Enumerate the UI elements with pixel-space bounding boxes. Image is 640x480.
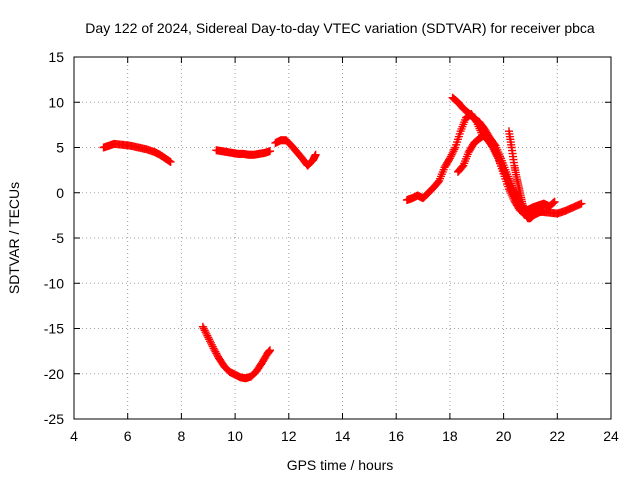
series-arc5 bbox=[402, 110, 530, 219]
data-point bbox=[445, 154, 454, 163]
data-point bbox=[266, 147, 275, 156]
data-point bbox=[208, 342, 217, 351]
data-point bbox=[539, 206, 548, 215]
data-point bbox=[447, 150, 456, 159]
data-point bbox=[207, 340, 216, 349]
x-tick-label: 10 bbox=[227, 428, 243, 444]
x-tick-label: 20 bbox=[496, 428, 512, 444]
data-point bbox=[446, 152, 455, 161]
data-point bbox=[204, 333, 213, 342]
data-point bbox=[201, 328, 210, 337]
x-tick-label: 22 bbox=[550, 428, 566, 444]
y-tick-label: 5 bbox=[56, 140, 64, 156]
y-tick-label: -25 bbox=[44, 411, 64, 427]
data-points bbox=[99, 93, 586, 383]
data-point bbox=[448, 148, 457, 157]
data-point bbox=[199, 324, 208, 333]
x-tick-label: 4 bbox=[70, 428, 78, 444]
y-tick-label: 15 bbox=[48, 49, 64, 65]
data-point bbox=[198, 322, 207, 331]
data-point bbox=[266, 346, 275, 355]
x-tick-label: 24 bbox=[603, 428, 619, 444]
x-tick-label: 14 bbox=[335, 428, 351, 444]
tick-labels: 4 6 8 10 12 14 16 18 20 22 24 -25 -20 -15 -10 -5 0 5 10 15 bbox=[44, 49, 619, 444]
data-point bbox=[577, 199, 586, 208]
x-tick-label: 6 bbox=[124, 428, 132, 444]
y-tick-label: -20 bbox=[44, 366, 64, 382]
y-tick-label: -10 bbox=[44, 275, 64, 291]
data-point bbox=[202, 329, 211, 338]
data-point bbox=[548, 199, 557, 208]
data-point bbox=[206, 337, 215, 346]
y-tick-label: 10 bbox=[48, 94, 64, 110]
data-point bbox=[205, 335, 214, 344]
series-arc4 bbox=[198, 322, 275, 383]
data-point bbox=[311, 150, 320, 159]
x-tick-label: 18 bbox=[442, 428, 458, 444]
data-point bbox=[449, 147, 458, 156]
series-arc2 bbox=[212, 146, 275, 159]
chart-title: Day 122 of 2024, Sidereal Day-to-day VTE… bbox=[85, 20, 595, 36]
data-point bbox=[550, 197, 559, 206]
x-axis-label: GPS time / hours bbox=[287, 457, 394, 473]
series-arc8 bbox=[504, 127, 548, 223]
y-tick-label: -5 bbox=[52, 230, 65, 246]
data-point bbox=[200, 326, 209, 335]
plot-frame bbox=[73, 56, 612, 420]
grid bbox=[74, 57, 611, 419]
y-tick-label: 0 bbox=[56, 185, 64, 201]
data-point bbox=[450, 145, 459, 154]
x-tick-label: 16 bbox=[388, 428, 404, 444]
data-point bbox=[166, 157, 175, 166]
data-point bbox=[203, 331, 212, 340]
x-tick-label: 8 bbox=[178, 428, 186, 444]
y-axis-label: SDTVAR / TECUs bbox=[6, 182, 22, 294]
series-arc3 bbox=[271, 136, 320, 170]
data-point bbox=[549, 198, 558, 207]
data-point bbox=[206, 338, 215, 347]
series-arc1 bbox=[99, 139, 175, 166]
x-tick-label: 12 bbox=[281, 428, 297, 444]
y-tick-label: -15 bbox=[44, 321, 64, 337]
